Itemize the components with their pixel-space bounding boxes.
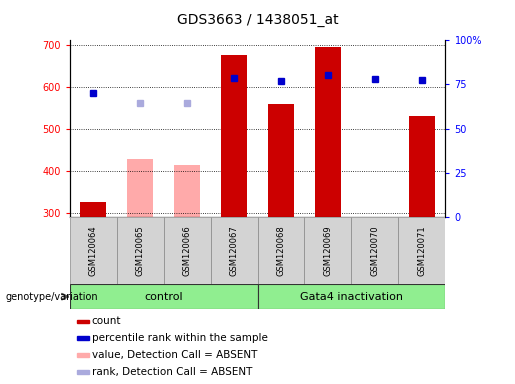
Text: control: control: [144, 291, 183, 302]
Bar: [258, 217, 304, 284]
Bar: [211, 217, 258, 284]
Bar: [399, 217, 445, 284]
Text: value, Detection Call = ABSENT: value, Detection Call = ABSENT: [92, 350, 257, 360]
Text: GDS3663 / 1438051_at: GDS3663 / 1438051_at: [177, 13, 338, 27]
Bar: [268, 104, 294, 217]
Bar: [127, 159, 153, 217]
Bar: [258, 284, 445, 309]
Text: GSM120065: GSM120065: [135, 225, 145, 276]
Text: percentile rank within the sample: percentile rank within the sample: [92, 333, 267, 343]
Bar: [164, 217, 211, 284]
Bar: [315, 46, 341, 217]
Text: GSM120071: GSM120071: [418, 225, 426, 276]
Bar: [70, 284, 258, 309]
Text: GSM120069: GSM120069: [323, 225, 333, 276]
Bar: [77, 353, 90, 357]
Bar: [77, 319, 90, 323]
Text: GSM120067: GSM120067: [230, 225, 238, 276]
Text: GSM120070: GSM120070: [370, 225, 380, 276]
Text: Gata4 inactivation: Gata4 inactivation: [300, 291, 403, 302]
Bar: [77, 336, 90, 340]
Text: genotype/variation: genotype/variation: [5, 291, 98, 302]
Text: rank, Detection Call = ABSENT: rank, Detection Call = ABSENT: [92, 367, 252, 377]
Bar: [116, 217, 164, 284]
Bar: [70, 217, 116, 284]
Text: count: count: [92, 316, 121, 326]
Bar: [174, 165, 200, 217]
Bar: [80, 202, 106, 217]
Bar: [409, 116, 435, 217]
Text: GSM120064: GSM120064: [89, 225, 97, 276]
Bar: [304, 217, 352, 284]
Bar: [221, 55, 247, 217]
Text: GSM120066: GSM120066: [182, 225, 192, 276]
Bar: [77, 370, 90, 374]
Bar: [352, 217, 399, 284]
Text: GSM120068: GSM120068: [277, 225, 285, 276]
